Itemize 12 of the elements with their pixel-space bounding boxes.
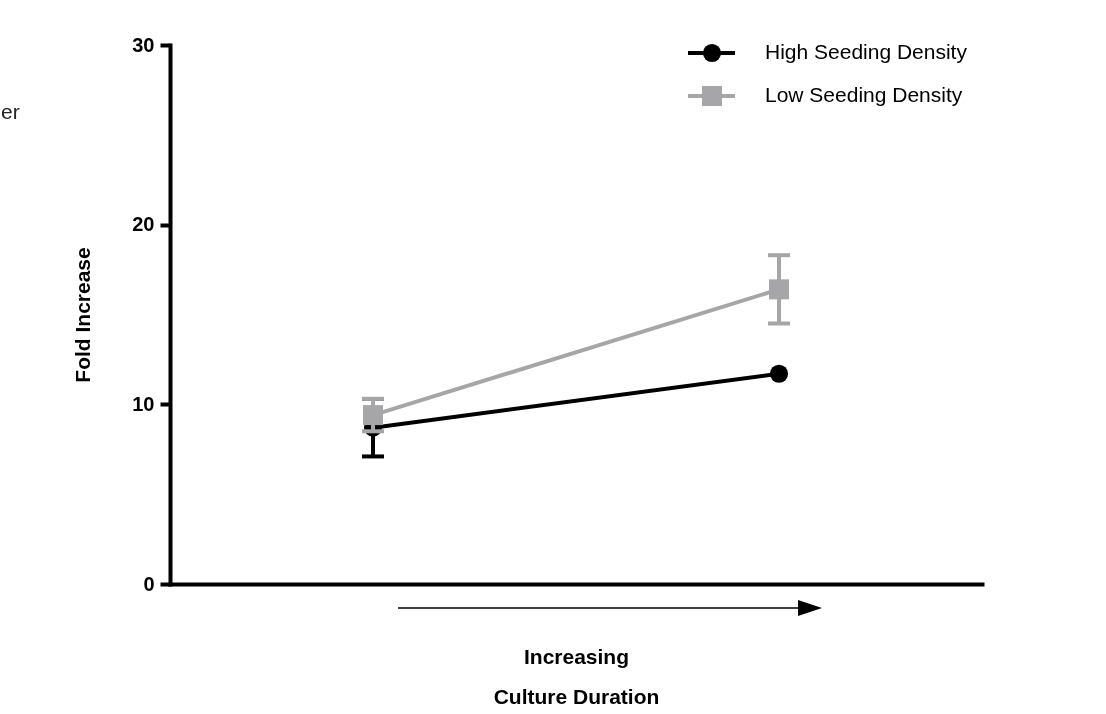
text: er — [1, 100, 20, 123]
y-tick-label: 30 — [132, 33, 155, 56]
legend-label: High Seeding Density — [765, 40, 968, 63]
legend-label: Low Seeding Density — [765, 83, 963, 106]
y-tick-label: 0 — [143, 572, 155, 595]
point — [769, 364, 789, 383]
point — [363, 405, 383, 426]
y-tick-label: 10 — [132, 392, 155, 415]
point — [769, 279, 789, 300]
y-tick-label: 20 — [132, 213, 155, 236]
y-axis-title: Fold Increase — [71, 247, 95, 383]
x-axis-title: Increasing Culture Duration — [493, 644, 660, 708]
